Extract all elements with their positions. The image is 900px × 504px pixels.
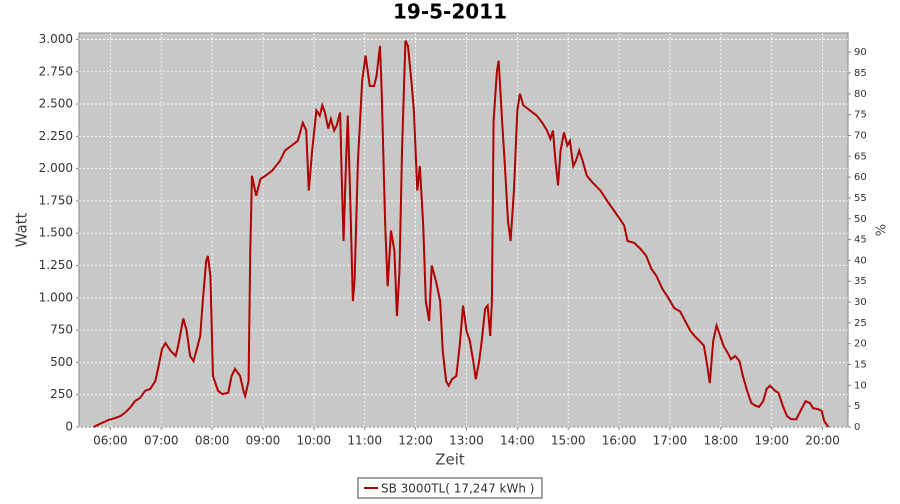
y2-tick-label: 75 — [854, 110, 867, 121]
y-tick-label: 2.500 — [39, 97, 73, 111]
y-tick-label: 2.250 — [39, 129, 73, 143]
x-tick-label: 08:00 — [195, 434, 230, 448]
y2-tick-label: 0 — [854, 422, 860, 433]
legend-box — [357, 477, 543, 499]
plot-area — [78, 32, 849, 428]
x-tick-label: 12:00 — [398, 434, 433, 448]
x-tick-label: 18:00 — [704, 434, 739, 448]
x-tick-label: 15:00 — [551, 434, 586, 448]
y2-tick-label: 85 — [854, 68, 867, 79]
y2-tick-label: 15 — [854, 360, 867, 371]
y2-tick-label: 55 — [854, 193, 867, 204]
x-tick-label: 13:00 — [449, 434, 484, 448]
y-axis-label: Watt — [13, 212, 31, 247]
y2-tick-label: 25 — [854, 318, 867, 329]
x-tick-label: 06:00 — [93, 434, 128, 448]
y-tick-label: 1.500 — [39, 226, 73, 240]
y-tick-label: 750 — [50, 323, 73, 337]
y2-tick-label: 80 — [854, 89, 867, 100]
y2-tick-label: 50 — [854, 214, 867, 225]
x-tick-label: 20:00 — [805, 434, 840, 448]
series-line — [92, 40, 830, 428]
chart-title: 19-5-2011 — [393, 0, 507, 24]
y2-tick-label: 40 — [854, 255, 867, 266]
x-axis-label: Zeit — [435, 451, 465, 469]
y2-tick-label: 65 — [854, 151, 867, 162]
x-tick-label: 19:00 — [754, 434, 789, 448]
y-tick-label: 3.000 — [39, 32, 73, 46]
y2-tick-label: 10 — [854, 380, 867, 391]
y-tick-label: 0 — [65, 420, 73, 434]
y-tick-label: 2.750 — [39, 64, 73, 78]
y-tick-label: 250 — [50, 387, 73, 401]
y-tick-label: 1.000 — [39, 290, 73, 304]
y2-tick-label: 30 — [854, 297, 867, 308]
y-tick-label: 2.000 — [39, 161, 73, 175]
y-tick-label: 500 — [50, 355, 73, 369]
x-tick-label: 16:00 — [602, 434, 637, 448]
x-tick-label: 10:00 — [297, 434, 332, 448]
y2-tick-label: 5 — [854, 401, 860, 412]
y2-tick-label: 90 — [854, 47, 867, 58]
x-tick-label: 07:00 — [144, 434, 179, 448]
y2-tick-label: 45 — [854, 235, 867, 246]
y2-tick-label: 70 — [854, 130, 867, 141]
legend-label: SB 3000TL( 17,247 kWh ) — [381, 482, 534, 496]
y-tick-label: 1.750 — [39, 193, 73, 207]
x-tick-label: 14:00 — [500, 434, 535, 448]
y-tick-label: 1.250 — [39, 258, 73, 272]
x-tick-label: 11:00 — [347, 434, 382, 448]
y2-tick-label: 60 — [854, 172, 867, 183]
y2-axis-label: % — [875, 224, 890, 236]
y2-tick-label: 35 — [854, 276, 867, 287]
x-tick-label: 17:00 — [653, 434, 688, 448]
x-tick-label: 09:00 — [246, 434, 281, 448]
y2-tick-label: 20 — [854, 339, 867, 350]
